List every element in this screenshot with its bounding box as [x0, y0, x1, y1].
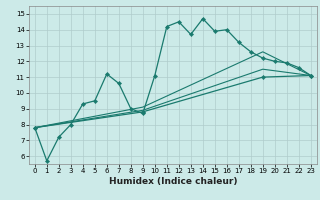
X-axis label: Humidex (Indice chaleur): Humidex (Indice chaleur) [108, 177, 237, 186]
